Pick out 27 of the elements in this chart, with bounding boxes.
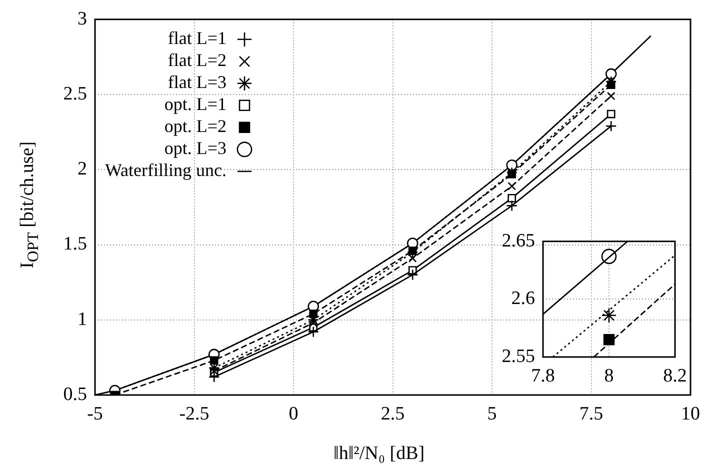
y-tick-label: 1	[78, 308, 87, 330]
legend-label: flat L=1	[168, 28, 227, 48]
x-tick-label: 2.5	[380, 403, 405, 424]
legend-label: Waterfilling unc.	[104, 160, 227, 180]
legend-label: opt. L=2	[164, 116, 227, 136]
y-tick-label: 1.5	[63, 234, 87, 255]
y-tick-label: 2	[78, 158, 87, 180]
x-tick-label: 8.2	[663, 365, 687, 386]
legend-label: opt. L=1	[164, 94, 227, 114]
y-tick-label: 2.6	[511, 288, 535, 310]
y-tick-label: 0.5	[63, 384, 87, 405]
x-tick-label: 5	[487, 403, 497, 424]
y-tick-label: 3	[78, 8, 87, 30]
x-tick-label: 7.8	[531, 365, 555, 386]
y-tick-label: 2.55	[502, 346, 535, 367]
legend-label: opt. L=3	[164, 138, 227, 158]
x-tick-label: 8	[604, 365, 614, 386]
y-tick-label: 2.5	[63, 84, 87, 105]
x-tick-label: 7.5	[579, 403, 604, 424]
legend-label: flat L=3	[168, 72, 227, 92]
x-tick-label: 10	[681, 403, 700, 424]
x-axis-title: ‖h‖²/N₀ [dB]	[334, 443, 425, 465]
x-tick-label: 0	[288, 403, 298, 424]
x-tick-label: -5	[87, 403, 103, 424]
y-tick-label: 2.65	[502, 230, 535, 252]
x-tick-label: -2.5	[179, 403, 210, 424]
legend-label: flat L=2	[168, 50, 227, 70]
